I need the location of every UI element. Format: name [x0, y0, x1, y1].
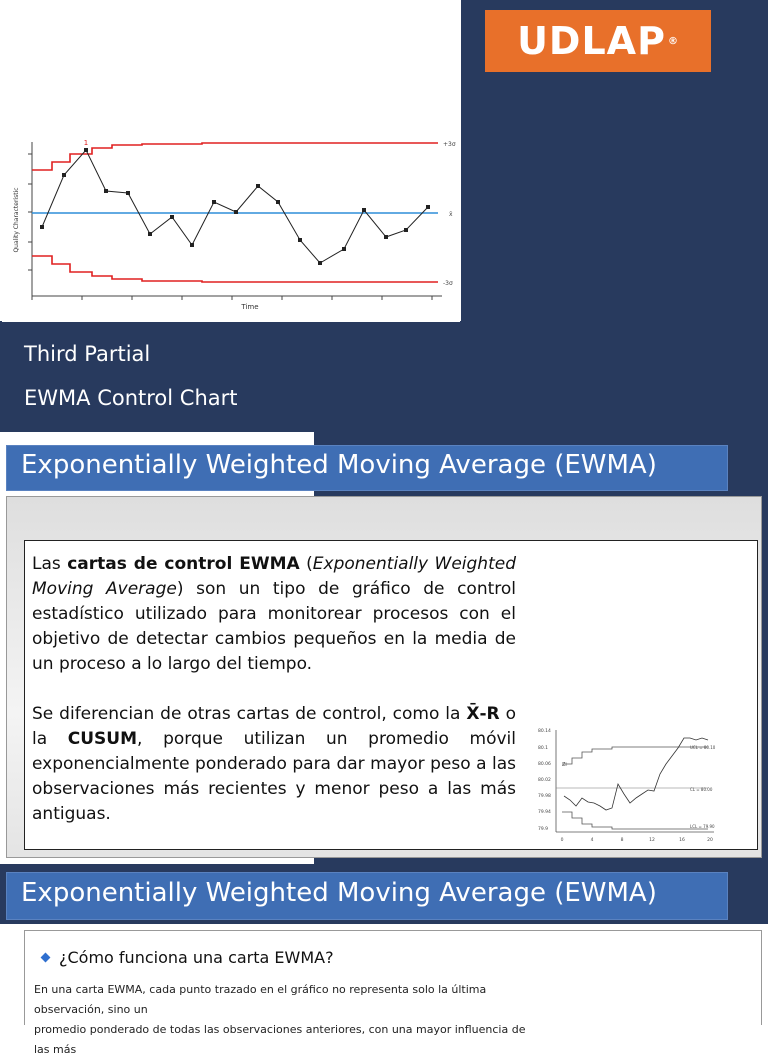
x-axis-ticks [31, 296, 433, 300]
svg-text:80.06: 80.06 [538, 761, 551, 767]
example-lcl-line [562, 811, 708, 830]
svg-text:80.14: 80.14 [538, 728, 551, 734]
p2-bold-cusum: CUSUM [67, 729, 138, 749]
p2-text-c: o la [32, 704, 516, 749]
example-ucl-label: UCL = 80.10 [690, 745, 716, 750]
example-y-ticks: 80.14 80.1 80.06 80.02 79.98 79.94 79.9 [538, 728, 551, 832]
udlap-logo: UDLAP ® [485, 10, 711, 72]
y-axis-label: Quality Characteristic [13, 187, 20, 252]
registered-mark: ® [667, 35, 679, 47]
svg-text:79.9: 79.9 [538, 826, 548, 832]
center-line-label: x̄ [449, 211, 453, 218]
ewma-illustration-chart: 1 +3σ x̄ -3σ Time Quality Characteristic [2, 124, 460, 322]
ewma-example-svg: 80.14 80.1 80.06 80.02 79.98 79.94 79.9 … [538, 728, 716, 843]
slide3-title: Exponentially Weighted Moving Average (E… [21, 878, 657, 908]
p2-bold-xr: X̄-R [466, 704, 500, 724]
slide2-title: Exponentially Weighted Moving Average (E… [21, 450, 657, 480]
p2-text-e: , porque utilizan un promedio móvil expo… [32, 729, 517, 824]
example-lcl-label: LCL = 79.90 [690, 824, 715, 829]
how-it-works-heading-text: ¿Cómo funciona una carta EWMA? [59, 948, 334, 967]
svg-text:0: 0 [561, 837, 564, 843]
how-it-works-body: En una carta EWMA, cada punto trazado en… [34, 980, 534, 1060]
p1-bold-term: cartas de control EWMA [67, 554, 300, 574]
svg-text:80.1: 80.1 [538, 745, 548, 751]
svg-text:20: 20 [707, 837, 713, 843]
p1-text-e: ) son un tipo de gráfico de control esta… [32, 579, 516, 674]
svg-text:80.02: 80.02 [538, 777, 551, 783]
subtitle-third-partial: Third Partial [24, 342, 151, 366]
comparison-paragraph: Se diferencian de otras cartas de contro… [32, 702, 516, 827]
example-axis-label: Zi [562, 762, 567, 768]
x-axis-label: Time [240, 303, 258, 311]
ewma-points [40, 148, 430, 265]
logo-text: UDLAP [517, 19, 666, 63]
p1-text-c: ( [299, 554, 313, 574]
svg-text:4: 4 [591, 837, 594, 843]
body-line-2: promedio ponderado de todas las observac… [34, 1023, 526, 1056]
svg-text:79.94: 79.94 [538, 809, 551, 815]
svg-text:12: 12 [649, 837, 655, 843]
ewma-statistic-line [41, 149, 429, 264]
lower-limit-label: -3σ [443, 280, 453, 287]
p1-text-a: Las [32, 554, 68, 574]
upper-control-limit [32, 142, 438, 171]
how-it-works-heading: ¿Cómo funciona una carta EWMA? [40, 948, 334, 967]
slide3-title-band: Exponentially Weighted Moving Average (E… [6, 872, 728, 920]
ewma-example-chart: 80.14 80.1 80.06 80.02 79.98 79.94 79.9 … [532, 724, 722, 848]
example-ewma-line [563, 737, 709, 811]
svg-text:79.98: 79.98 [538, 793, 551, 799]
svg-text:16: 16 [679, 837, 685, 843]
example-x-ticks: 0 4 8 12 16 20 [561, 837, 713, 843]
example-cl-label: CL = 80.00 [690, 787, 713, 792]
y-axis-ticks [28, 153, 32, 271]
svg-text:8: 8 [621, 837, 624, 843]
definition-paragraph: Las cartas de control EWMA (Exponentiall… [32, 552, 516, 677]
title-footer-band [0, 321, 768, 432]
ewma-illustration-svg: 1 +3σ x̄ -3σ Time Quality Characteristic [13, 139, 456, 311]
out-of-control-flag: 1 [84, 139, 88, 147]
body-line-1: En una carta EWMA, cada punto trazado en… [34, 983, 487, 1016]
lower-control-limit [32, 255, 438, 283]
subtitle-ewma-chart: EWMA Control Chart [24, 386, 238, 410]
upper-limit-label: +3σ [443, 141, 456, 148]
diamond-bullet-icon [40, 952, 51, 963]
slide3-text-box [24, 930, 762, 1025]
example-ucl-line [562, 746, 708, 765]
slide2-title-band: Exponentially Weighted Moving Average (E… [6, 445, 728, 491]
p1-italic-term: Exponentially Weighted Moving Average [32, 554, 517, 599]
p2-text-a: Se diferencian de otras cartas de contro… [32, 704, 467, 724]
